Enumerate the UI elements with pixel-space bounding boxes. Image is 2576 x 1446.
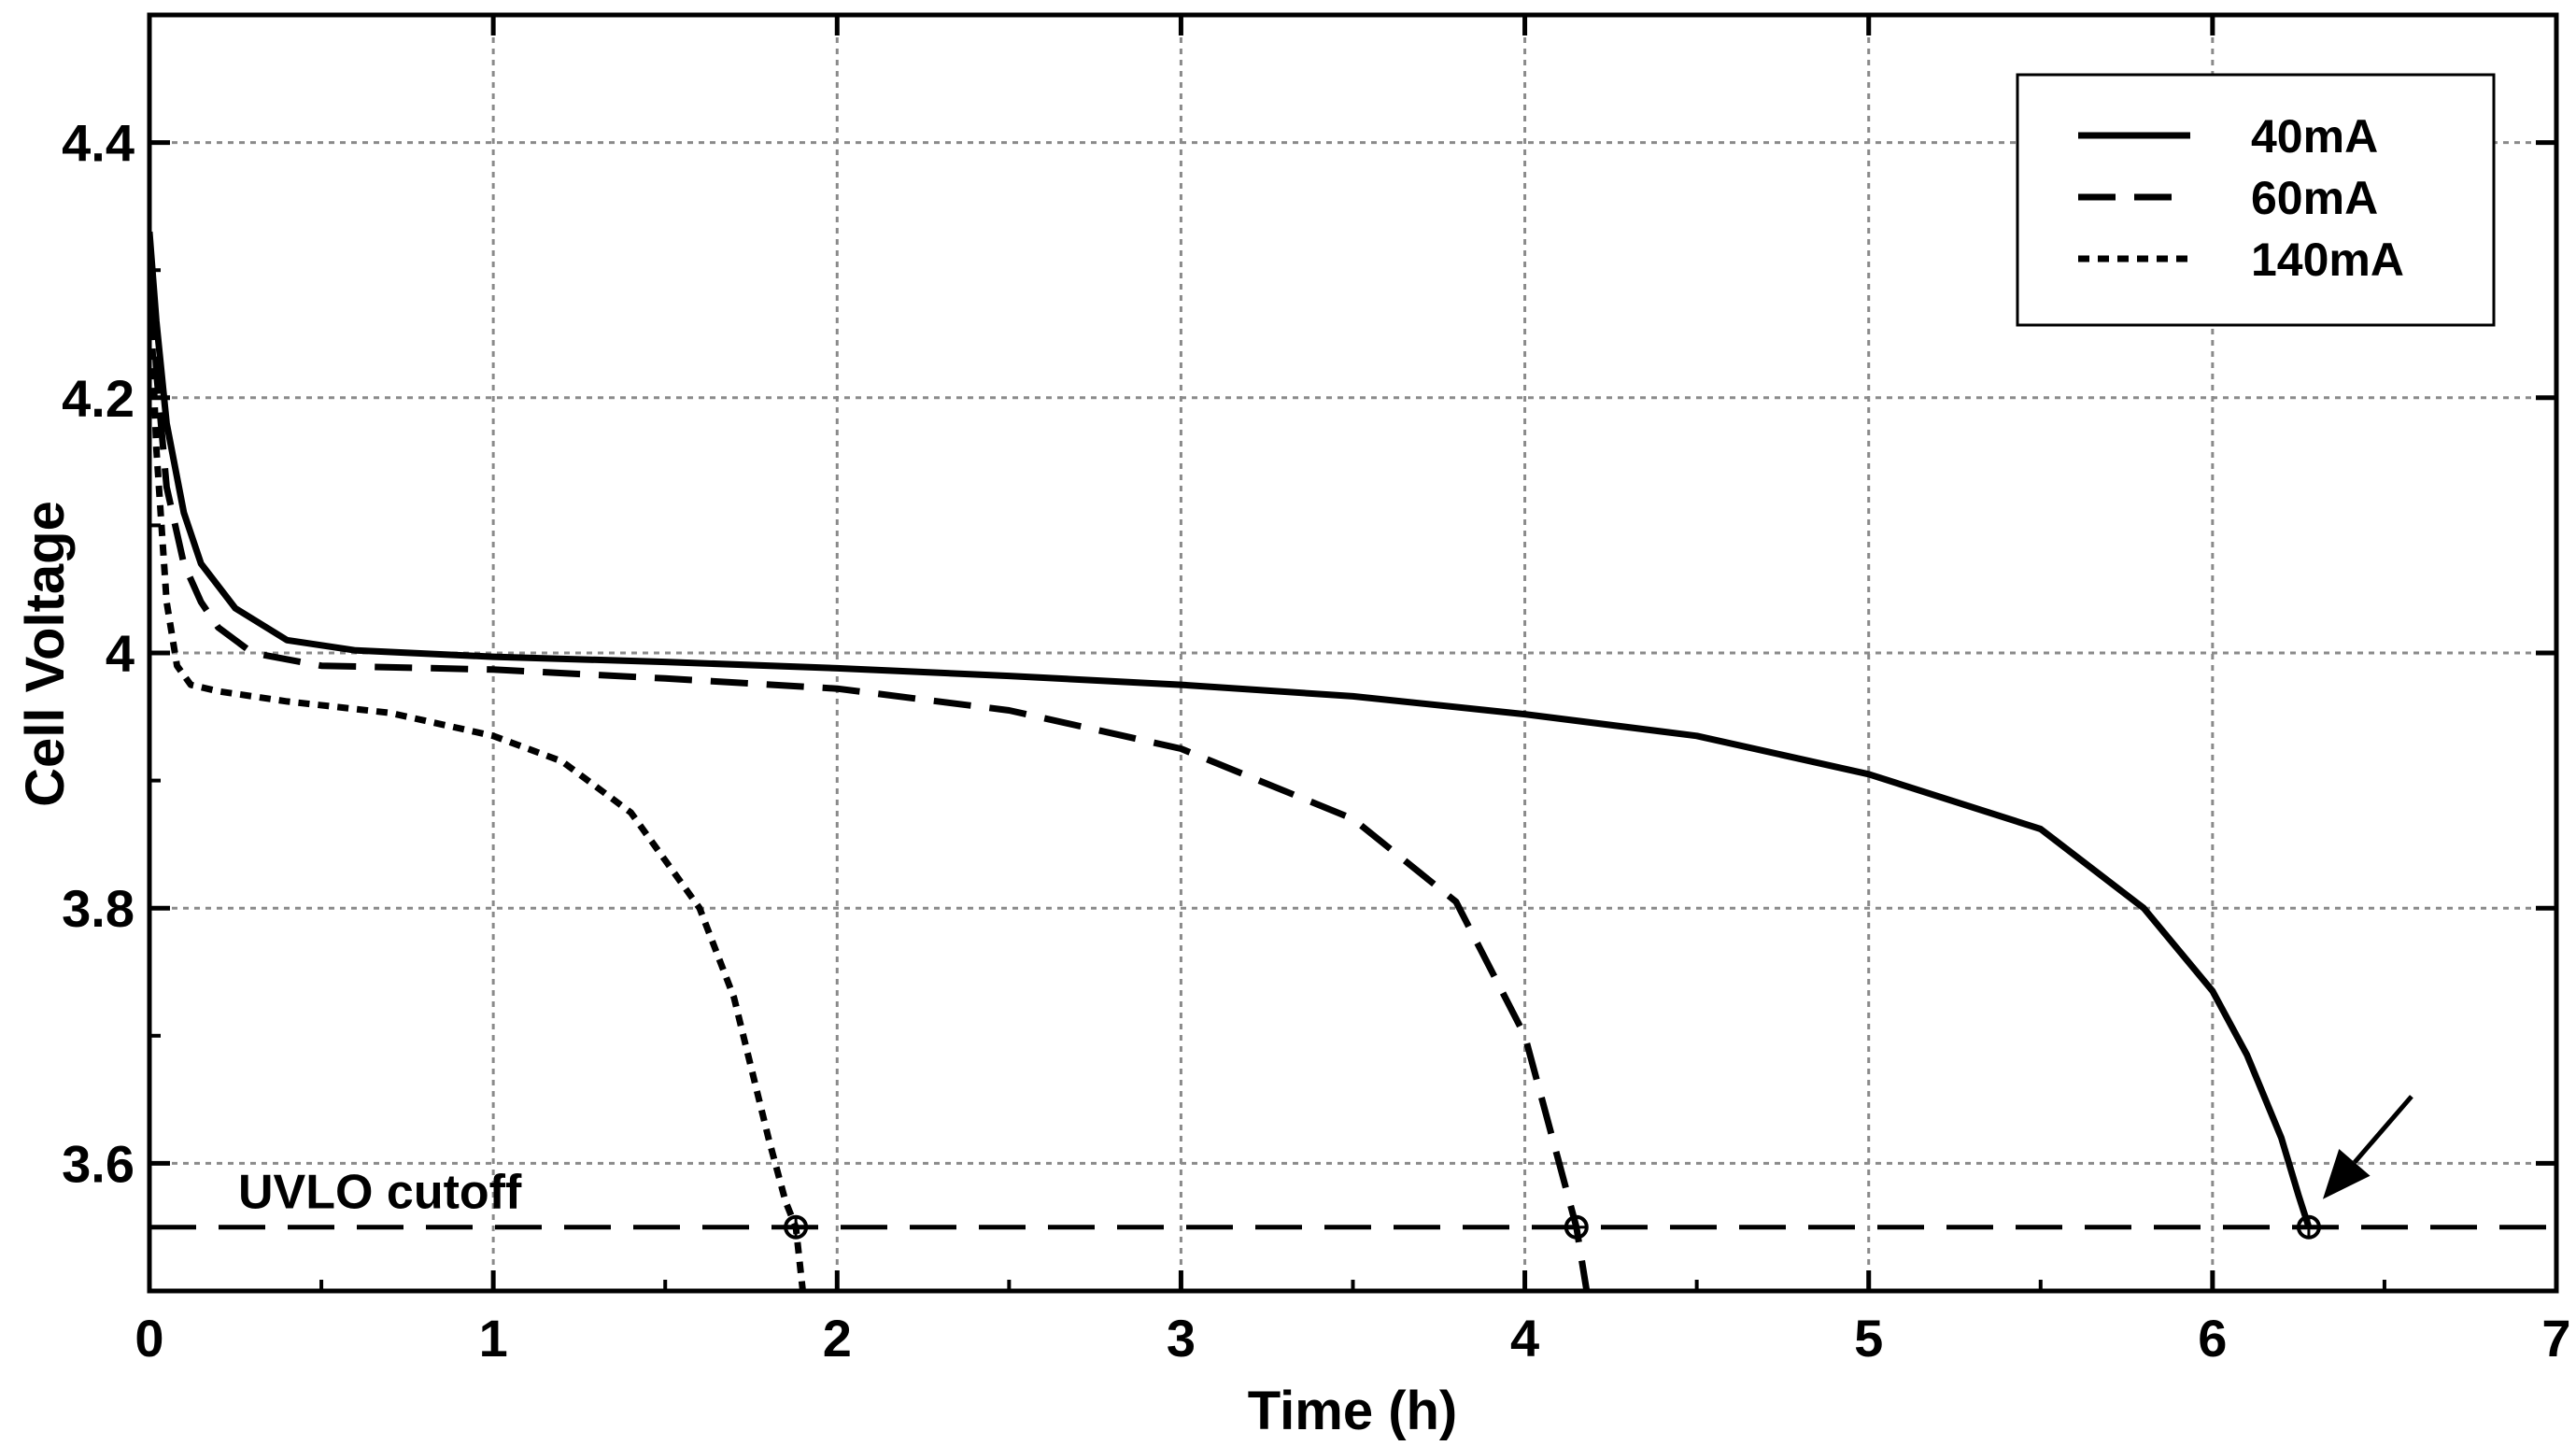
- annotations: UVLO cutoff: [238, 1095, 2413, 1220]
- x-tick-label-0: 0: [134, 1309, 163, 1368]
- x-tick-label-5: 5: [1854, 1309, 1883, 1368]
- axis-ticks: [147, 13, 2559, 1293]
- legend-label-60mA: 60mA: [2251, 172, 2378, 224]
- x-axis-title: Time (h): [1248, 1381, 1458, 1441]
- x-tick-label-3: 3: [1167, 1309, 1196, 1368]
- y-axis-title: Cell Voltage: [15, 501, 76, 807]
- series-line-140mA: [149, 270, 806, 1291]
- cutoff-marker-2: [2296, 1214, 2321, 1240]
- y-tick-label-2: 4: [106, 624, 134, 683]
- x-tick-label-1: 1: [479, 1309, 508, 1368]
- y-tick-label-1: 3.8: [62, 879, 134, 938]
- y-tick-label-0: 3.6: [62, 1134, 134, 1193]
- grid-lines: [149, 15, 2556, 1291]
- x-tick-label-4: 4: [1510, 1309, 1539, 1368]
- x-tick-label-2: 2: [823, 1309, 852, 1368]
- arrow-head-0: [2322, 1148, 2371, 1199]
- series-line-40mA: [149, 231, 2313, 1228]
- x-tick-label-6: 6: [2198, 1309, 2227, 1368]
- y-tick-label-4: 4.4: [62, 114, 134, 173]
- x-tick-label-7: 7: [2541, 1309, 2570, 1368]
- legend-label-140mA: 140mA: [2251, 234, 2404, 286]
- cutoff-markers: [784, 1214, 2321, 1240]
- cutoff-marker-1: [1564, 1214, 1589, 1240]
- cutoff-marker-0: [784, 1214, 809, 1240]
- reference-line-label: UVLO cutoff: [238, 1166, 522, 1220]
- y-tick-label-3: 4.2: [62, 369, 134, 428]
- tick-labels: 0 1 2 3 4 5 6 7 3.6 3.8 4 4.2 4.4: [62, 114, 2570, 1368]
- series-lines: [149, 231, 2313, 1291]
- legend: 40mA 60mA 140mA: [2016, 73, 2496, 327]
- arrow-shaft-0: [2353, 1095, 2413, 1164]
- legend-label-40mA: 40mA: [2251, 110, 2378, 163]
- series-line-60mA: [149, 244, 1591, 1291]
